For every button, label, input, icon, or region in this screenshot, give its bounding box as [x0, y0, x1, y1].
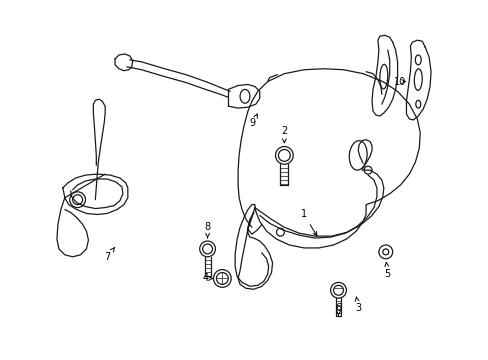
Text: 2: 2: [281, 126, 287, 143]
Text: 5: 5: [384, 262, 390, 279]
Text: 8: 8: [204, 222, 210, 238]
Text: 7: 7: [104, 247, 115, 262]
Text: 10: 10: [394, 77, 406, 86]
Text: 4: 4: [202, 274, 212, 283]
Text: 3: 3: [354, 297, 361, 313]
Text: 6: 6: [335, 303, 341, 316]
Text: 9: 9: [249, 114, 257, 128]
Text: 1: 1: [301, 210, 316, 236]
